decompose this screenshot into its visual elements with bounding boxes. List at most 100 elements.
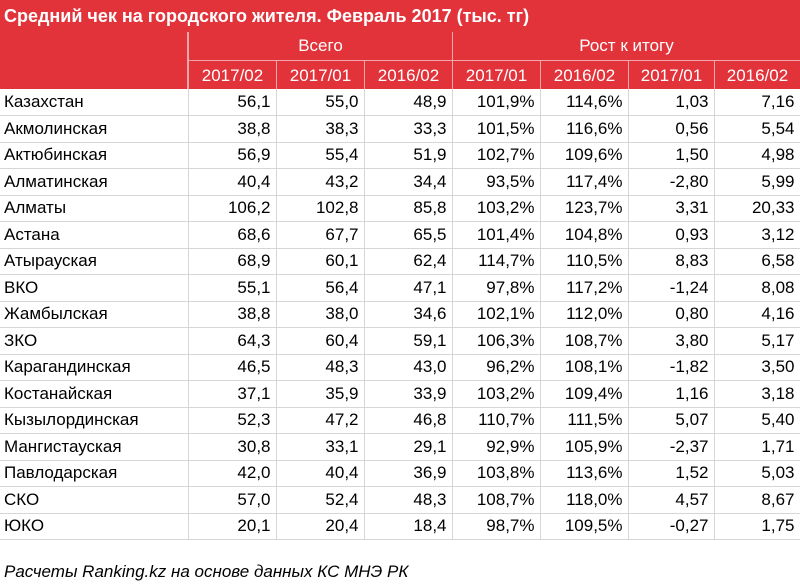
value-cell: 55,1 [188, 274, 277, 302]
value-cell: 38,3 [276, 115, 365, 143]
region-name: Атырауская [0, 248, 189, 275]
value-cell: 0,80 [628, 301, 715, 328]
table-row: ВКО 55,1 56,4 47,1 97,8% 117,2% -1,24 8,08 [0, 274, 800, 302]
table-row: ЗКО 64,3 60,4 59,1 106,3% 108,7% 3,80 5,17 [0, 327, 800, 355]
value-cell: 20,33 [714, 195, 800, 222]
value-cell: 3,12 [714, 221, 800, 249]
value-cell: 1,16 [628, 380, 715, 408]
table-row: Кызылординская 52,3 47,2 46,8 110,7% 111,5% 5,… [0, 407, 800, 434]
column-header: 2017/01 [452, 60, 540, 89]
table-row: Акмолинская 38,8 38,3 33,3 101,5% 116,6% 0,56 5… [0, 115, 800, 143]
column-header: 2017/02 [188, 60, 276, 89]
value-cell: 0,93 [628, 221, 715, 249]
value-cell: 33,3 [364, 115, 453, 143]
value-cell: 40,4 [188, 168, 277, 196]
value-cell: 3,18 [714, 380, 800, 408]
header-corner [0, 32, 188, 89]
value-cell: 101,9% [452, 89, 541, 116]
table-title: Средний чек на городского жителя. Феврал… [0, 0, 800, 32]
value-cell: 123,7% [540, 195, 629, 222]
value-cell: 1,03 [628, 89, 715, 116]
value-cell: 4,98 [714, 142, 800, 169]
value-cell: 57,0 [188, 486, 277, 514]
value-cell: 37,1 [188, 380, 277, 408]
column-header: 2017/01 [628, 60, 714, 89]
value-cell: 48,3 [276, 354, 365, 381]
column-header: 2016/02 [540, 60, 628, 89]
region-name: СКО [0, 486, 189, 514]
table-row: Актюбинская 56,9 55,4 51,9 102,7% 109,6% 1,50 4… [0, 142, 800, 169]
region-name: Жамбылская [0, 301, 189, 328]
value-cell: -1,24 [628, 274, 715, 302]
value-cell: 42,0 [188, 460, 277, 487]
region-name: Казахстан [0, 89, 189, 116]
value-cell: 108,7% [452, 486, 541, 514]
value-cell: 118,0% [540, 486, 629, 514]
value-cell: 106,2 [188, 195, 277, 222]
value-cell: 1,52 [628, 460, 715, 487]
value-cell: 56,1 [188, 89, 277, 116]
value-cell: 4,57 [628, 486, 715, 514]
value-cell: 18,4 [364, 513, 453, 540]
region-name: Алматы [0, 195, 189, 222]
value-cell: 106,3% [452, 327, 541, 355]
value-cell: 36,9 [364, 460, 453, 487]
value-cell: 103,2% [452, 195, 541, 222]
value-cell: 97,8% [452, 274, 541, 302]
table-row: Мангистауская 30,8 33,1 29,1 92,9% 105,9% -2,3… [0, 433, 800, 461]
value-cell: 109,4% [540, 380, 629, 408]
value-cell: 5,54 [714, 115, 800, 143]
value-cell: 29,1 [364, 433, 453, 461]
value-cell: 64,3 [188, 327, 277, 355]
value-cell: 93,5% [452, 168, 541, 196]
value-cell: 59,1 [364, 327, 453, 355]
value-cell: 102,8 [276, 195, 365, 222]
region-name: Алматинская [0, 168, 189, 196]
value-cell: 1,50 [628, 142, 715, 169]
value-cell: -1,82 [628, 354, 715, 381]
value-cell: 101,4% [452, 221, 541, 249]
value-cell: 43,2 [276, 168, 365, 196]
table-row: Костанайская 37,1 35,9 33,9 103,2% 109,4% 1,16… [0, 380, 800, 408]
value-cell: 48,3 [364, 486, 453, 514]
value-cell: 56,4 [276, 274, 365, 302]
region-name: Астана [0, 221, 189, 249]
region-name: Павлодарская [0, 460, 189, 487]
value-cell: 67,7 [276, 221, 365, 249]
value-cell: 47,1 [364, 274, 453, 302]
value-cell: 56,9 [188, 142, 277, 169]
value-cell: 52,4 [276, 486, 365, 514]
table-row: СКО 57,0 52,4 48,3 108,7% 118,0% 4,57 8,67 [0, 486, 800, 514]
value-cell: 6,58 [714, 248, 800, 275]
value-cell: 20,4 [276, 513, 365, 540]
value-cell: 8,83 [628, 248, 715, 275]
value-cell: 52,3 [188, 407, 277, 434]
group-header-total: Всего [188, 32, 452, 60]
table-row: Карагандинская 46,5 48,3 43,0 96,2% 108,1% -1,… [0, 354, 800, 381]
value-cell: 68,9 [188, 248, 277, 275]
table-row: Павлодарская 42,0 40,4 36,9 103,8% 113,6% 1,52… [0, 460, 800, 487]
region-name: Мангистауская [0, 433, 189, 461]
value-cell: 3,80 [628, 327, 715, 355]
value-cell: 98,7% [452, 513, 541, 540]
value-cell: 3,31 [628, 195, 715, 222]
value-cell: 85,8 [364, 195, 453, 222]
region-name: ЮКО [0, 513, 189, 540]
value-cell: 0,56 [628, 115, 715, 143]
value-cell: 62,4 [364, 248, 453, 275]
value-cell: 20,1 [188, 513, 277, 540]
value-cell: 114,6% [540, 89, 629, 116]
region-name: ВКО [0, 274, 189, 302]
region-name: Актюбинская [0, 142, 189, 169]
value-cell: 117,2% [540, 274, 629, 302]
value-cell: 30,8 [188, 433, 277, 461]
region-name: ЗКО [0, 327, 189, 355]
table-row: Астана 68,6 67,7 65,5 101,4% 104,8% 0,93 3,12 [0, 221, 800, 249]
value-cell: 96,2% [452, 354, 541, 381]
value-cell: 110,7% [452, 407, 541, 434]
source-note: Расчеты Ranking.kz на основе данных КС М… [4, 562, 409, 581]
value-cell: 113,6% [540, 460, 629, 487]
group-header-growth: Рост к итогу [452, 32, 800, 60]
value-cell: 7,16 [714, 89, 800, 116]
table-row: Жамбылская 38,8 38,0 34,6 102,1% 112,0% 0,80 4,… [0, 301, 800, 328]
